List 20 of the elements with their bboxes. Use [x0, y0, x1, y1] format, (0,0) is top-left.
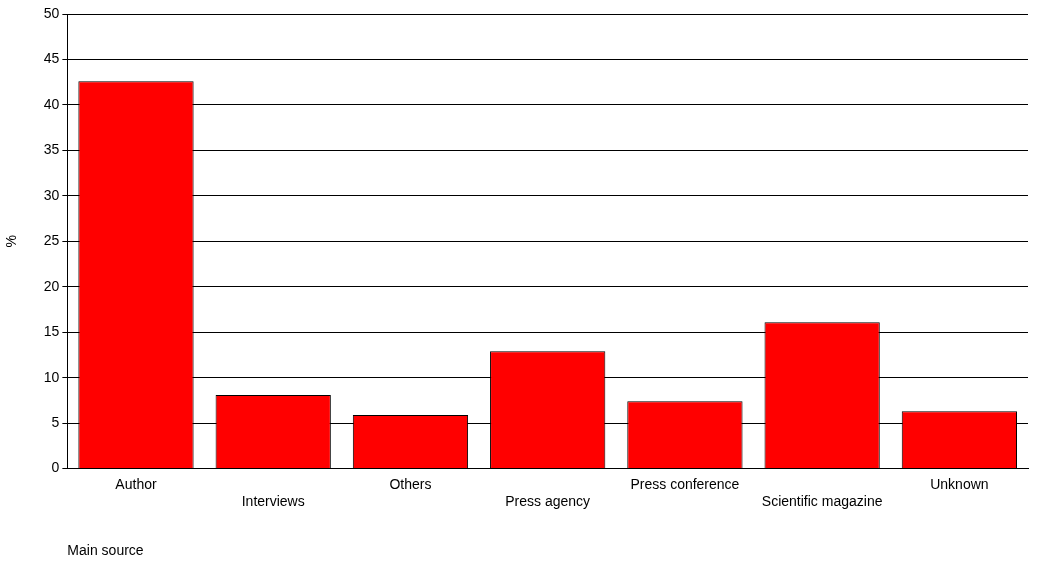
x-tick-label: Unknown	[930, 475, 989, 492]
y-tick-label: 45	[43, 50, 60, 67]
x-tick-label: Scientific magazine	[761, 492, 883, 509]
y-tick-label: 10	[43, 368, 60, 385]
y-tick-label: 50	[43, 4, 60, 21]
x-tick-label: Author	[115, 475, 157, 492]
y-tick-label: 5	[51, 414, 60, 430]
x-axis-title: Main source	[67, 542, 144, 559]
y-tick-label: 30	[43, 186, 60, 203]
x-tick-label: Press agency	[505, 492, 591, 509]
y-tick-label: 25	[43, 232, 60, 249]
y-tick-label: 20	[43, 277, 60, 294]
x-tick-label: Others	[389, 475, 432, 492]
y-tick-label: 15	[43, 323, 60, 340]
x-tick-label: Press conference	[630, 475, 740, 492]
y-tick-label: 0	[51, 459, 60, 476]
y-tick-label: 35	[43, 141, 60, 158]
x-tick-label: Interviews	[241, 492, 305, 509]
y-tick-label: 40	[43, 95, 60, 112]
y-axis-title: %	[3, 235, 20, 248]
